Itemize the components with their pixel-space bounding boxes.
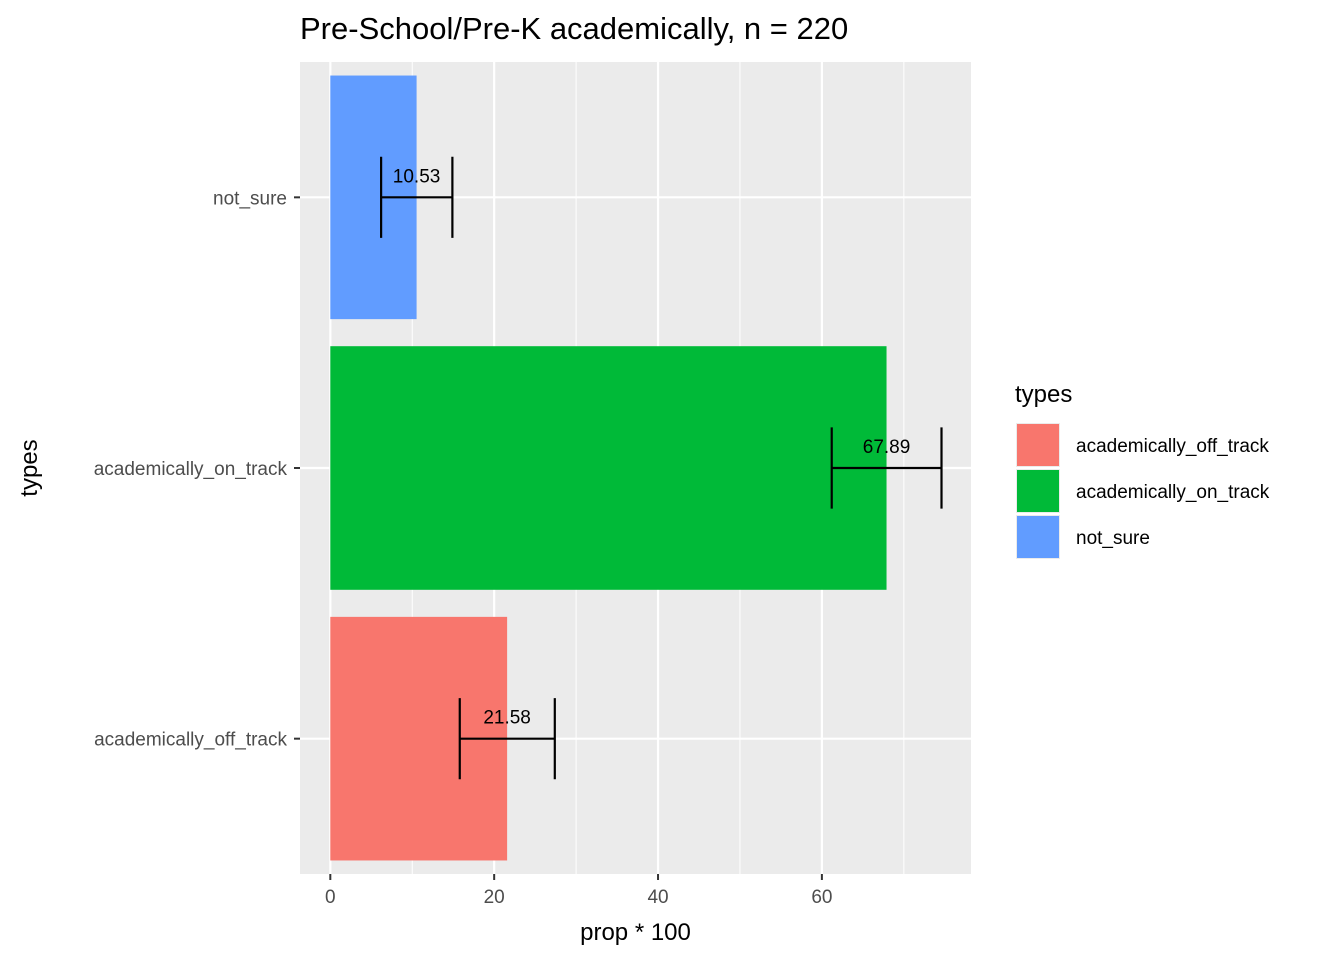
legend-item: academically_off_track (1016, 423, 1269, 467)
y-axis-title: types (16, 439, 43, 496)
legend-item: not_sure (1016, 515, 1150, 559)
x-tick-label: 20 (484, 887, 505, 908)
error-bar-academically_off_track (458, 698, 556, 780)
x-tick-label: 0 (325, 887, 336, 908)
y-tick-label: academically_on_track (94, 459, 288, 480)
y-tick-label: academically_off_track (94, 730, 287, 751)
error-bar-academically_on_track (830, 427, 943, 509)
chart-title: Pre-School/Pre-K academically, n = 220 (300, 11, 848, 46)
x-tick-label: 60 (811, 887, 832, 908)
y-axis: academically_off_track academically_on_tr… (94, 188, 300, 751)
value-label: 67.89 (863, 437, 911, 458)
legend-title: types (1015, 381, 1072, 408)
legend-entries: academically_off_track academically_on_tr… (1016, 423, 1270, 559)
x-axis-title: prop * 100 (580, 919, 691, 946)
error-bar-not_sure (380, 156, 454, 238)
legend-label: academically_off_track (1076, 436, 1269, 457)
legend-swatch (1017, 516, 1059, 558)
legend-swatch (1017, 470, 1059, 512)
legend: types academically_off_trackacademically… (1015, 381, 1270, 559)
legend-label: not_sure (1076, 528, 1150, 549)
value-label: 21.58 (483, 708, 531, 729)
value-label: 10.53 (393, 166, 441, 187)
value-labels: 21.58 67.89 10.53 (393, 166, 910, 728)
y-tick-label: not_sure (213, 188, 287, 209)
bar-academically_on_track (330, 346, 887, 590)
x-axis: 0 20 40 60 (325, 874, 832, 908)
error-bars (380, 156, 943, 780)
x-tick-label: 40 (647, 887, 668, 908)
legend-swatch (1017, 424, 1059, 466)
legend-label: academically_on_track (1076, 482, 1270, 503)
legend-item: academically_on_track (1016, 469, 1270, 513)
